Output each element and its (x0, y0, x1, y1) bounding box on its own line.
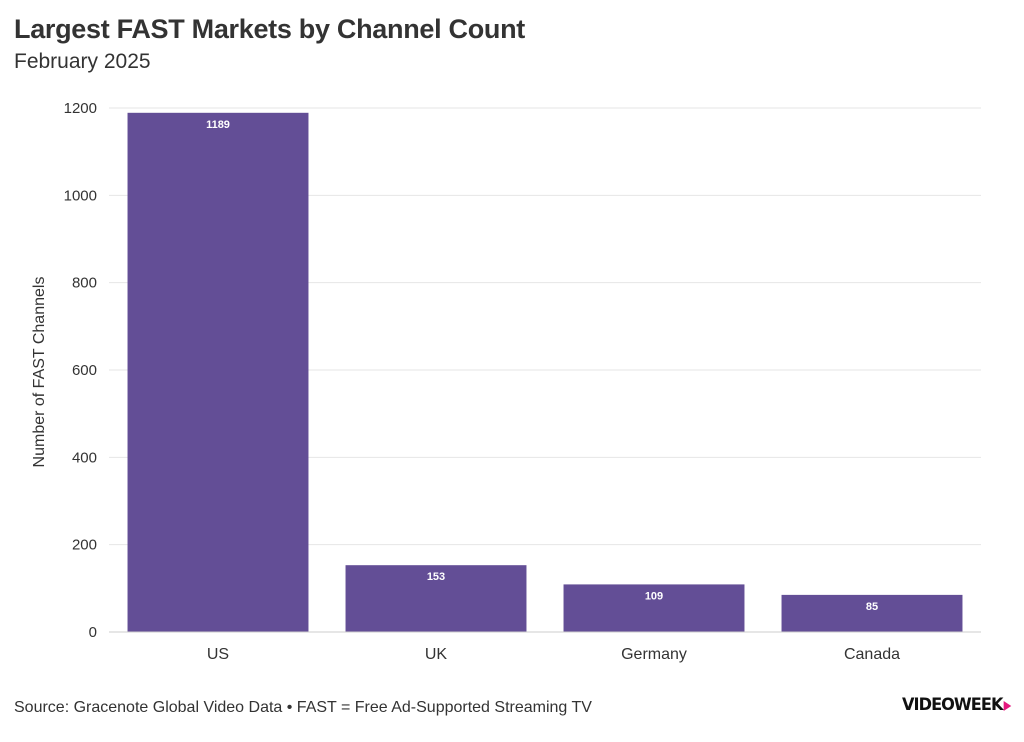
data-label: 85 (866, 601, 878, 613)
y-tick-label: 800 (72, 275, 97, 292)
videoweek-logo: VIDEOWEEK (902, 695, 1012, 715)
bar-us (127, 112, 309, 632)
logo-text: VIDEOWEEK (902, 695, 1003, 715)
x-tick-label: Germany (621, 646, 687, 663)
source-note: Source: Gracenote Global Video Data • FA… (14, 699, 592, 716)
chart-subtitle: February 2025 (14, 50, 151, 73)
x-tick-label: US (207, 646, 229, 663)
bar-canada (781, 594, 963, 632)
y-tick-label: 600 (72, 362, 97, 379)
y-tick-label: 1200 (64, 100, 97, 117)
chart-title: Largest FAST Markets by Channel Count (14, 14, 525, 44)
data-label: 109 (645, 590, 663, 602)
data-label: 153 (427, 571, 445, 583)
x-tick-label: Canada (844, 646, 900, 663)
bar-germany (563, 584, 745, 632)
y-tick-label: 1000 (64, 187, 97, 204)
y-tick-label: 400 (72, 449, 97, 466)
x-tick-label: UK (425, 646, 448, 663)
play-triangle-icon (1003, 701, 1012, 711)
bar-uk (345, 565, 527, 632)
y-tick-label: 0 (89, 624, 97, 641)
data-label: 1189 (206, 119, 230, 131)
y-axis-title: Number of FAST Channels (31, 277, 48, 468)
y-tick-label: 200 (72, 537, 97, 554)
